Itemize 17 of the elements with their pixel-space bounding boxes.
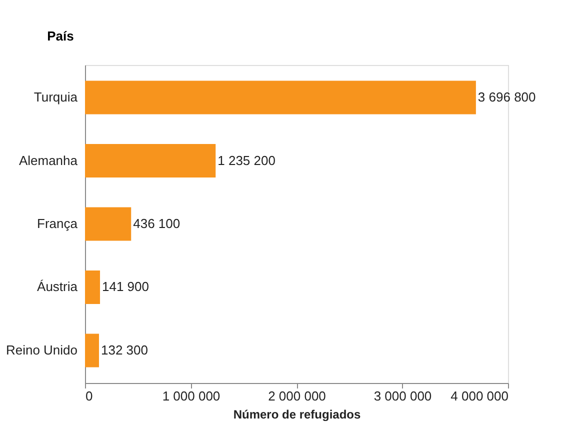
y-tick-label: Alemanha	[18, 152, 78, 168]
y-tick-label: Reino Unido	[6, 342, 78, 358]
x-tick-label: 3 000 000	[374, 388, 432, 404]
data-label: 141 900	[102, 279, 150, 294]
data-label: 1 235 200	[218, 152, 276, 168]
x-tick-label: 0	[86, 388, 93, 404]
x-tick-label: 1 000 000	[162, 388, 220, 404]
x-axis-title: Número de refugiados	[233, 408, 361, 422]
x-tick-label: 4 000 000	[450, 388, 508, 404]
y-tick-label: Áustria	[37, 279, 78, 294]
x-tick-label: 2 000 000	[268, 388, 326, 404]
data-label: 3 696 800	[478, 90, 536, 105]
data-label: 436 100	[133, 216, 180, 231]
y-tick-label: Turquia	[34, 90, 78, 105]
y-axis-title: País	[47, 28, 74, 44]
y-tick-label: França	[37, 216, 78, 231]
data-label: 132 300	[100, 342, 148, 358]
